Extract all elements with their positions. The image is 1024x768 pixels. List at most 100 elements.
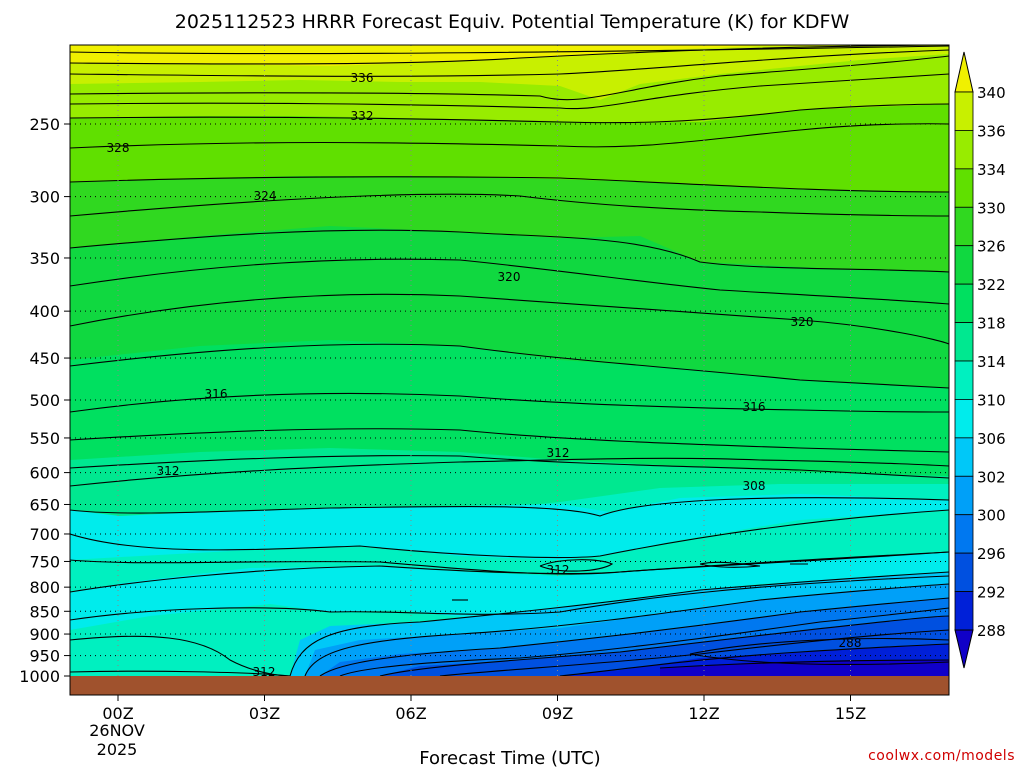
credit-link[interactable]: coolwx.com/models <box>868 748 1015 764</box>
colorbar: 340 336 334 330 326 322 318 314 310 306 302 300 296 2… <box>954 51 1006 669</box>
contour-label: 332 <box>351 109 374 123</box>
fill-layer <box>70 45 949 676</box>
contour-label: 324 <box>254 189 277 203</box>
x-tick-label: 09Z <box>542 704 573 723</box>
y-axis: 250 300 350 400 450 500 550 600 650 700 750 800 850 9… <box>19 115 70 686</box>
contour-line <box>70 497 949 517</box>
contour-line <box>70 45 949 55</box>
colorbar-swatch <box>954 322 974 362</box>
contour-line <box>70 73 949 110</box>
colorbar-swatch <box>954 360 974 400</box>
y-tick-label: 450 <box>29 349 60 368</box>
contour-line <box>339 607 949 676</box>
date-line-1: 26NOV <box>89 721 145 740</box>
contour-line <box>699 561 761 568</box>
y-tick-label: 650 <box>29 495 60 514</box>
contour-line <box>289 571 949 676</box>
colorbar-label: 306 <box>977 430 1006 448</box>
y-tick-label: 900 <box>29 625 60 644</box>
contour-label: 308 <box>743 479 766 493</box>
colorbar-swatch <box>954 206 974 247</box>
x-axis: 00Z 03Z 06Z 09Z 12Z 15Z <box>102 695 866 723</box>
x-axis-label: Forecast Time (UTC) <box>419 748 600 768</box>
y-tick-label: 750 <box>29 552 60 571</box>
colorbar-swatch <box>954 552 974 592</box>
contour-line <box>304 583 949 676</box>
contour-label: 316 <box>743 400 766 414</box>
contour-label: 328 <box>107 141 130 155</box>
y-tick-label: 300 <box>29 188 60 207</box>
contour-line <box>70 455 949 479</box>
contour-labels: 336 332 328 324 320 320 316 316 312 312 312 312 308 2… <box>107 71 862 679</box>
contour-line <box>70 55 949 101</box>
contour-line <box>70 123 949 149</box>
y-tick-label: 500 <box>29 391 60 410</box>
colorbar-label: 318 <box>977 315 1006 333</box>
contour-line <box>659 659 949 669</box>
colorbar-label: 326 <box>977 238 1006 256</box>
x-tick-label: 12Z <box>688 704 719 723</box>
contour-line <box>70 45 949 65</box>
contour-line <box>319 597 949 676</box>
y-tick-label: 850 <box>29 602 60 621</box>
colorbar-top-arrow <box>954 51 974 93</box>
date-line-2: 2025 <box>97 740 138 759</box>
colorbar-label: 322 <box>977 276 1006 294</box>
y-tick-label: 400 <box>29 302 60 321</box>
colorbar-label: 288 <box>977 622 1006 640</box>
grid-lines <box>70 45 949 676</box>
contour-line <box>70 670 291 676</box>
plot-frame <box>69 44 950 696</box>
colorbar-label: 292 <box>977 584 1006 602</box>
colorbar-swatch <box>954 399 974 439</box>
contour-label: 336 <box>351 71 374 85</box>
colorbar-label: 336 <box>977 122 1006 140</box>
contour-label: 320 <box>791 315 814 329</box>
x-tick-label: 00Z <box>102 704 133 723</box>
contour-line <box>70 49 949 77</box>
colorbar-label: 330 <box>977 199 1006 217</box>
colorbar-label: 300 <box>977 507 1006 525</box>
colorbar-swatch <box>954 245 974 285</box>
y-tick-label: 1000 <box>19 667 60 686</box>
contour-line <box>70 392 949 413</box>
chart-title: 2025112523 HRRR Forecast Equiv. Potentia… <box>175 11 850 33</box>
contour-label: 288 <box>839 636 862 650</box>
contour-label: 320 <box>498 270 521 284</box>
x-tick-label: 06Z <box>395 704 426 723</box>
y-tick-label: 950 <box>29 647 60 666</box>
contour-line <box>559 643 949 676</box>
contour-line <box>70 551 949 593</box>
y-tick-label: 350 <box>29 249 60 268</box>
y-tick-label: 250 <box>29 115 60 134</box>
colorbar-swatch <box>954 168 974 208</box>
y-tick-label: 700 <box>29 525 60 544</box>
contour-line <box>70 575 949 621</box>
contour-label: 312 <box>547 446 570 460</box>
contour-line <box>439 629 949 676</box>
y-tick-label: 600 <box>29 464 60 483</box>
contour-line <box>70 258 949 305</box>
colorbar-swatch <box>954 591 974 631</box>
contour-label: 312 <box>253 665 276 679</box>
y-tick-label: 800 <box>29 578 60 597</box>
contour-line <box>70 176 949 193</box>
colorbar-swatch <box>954 514 974 554</box>
y-tick-label: 550 <box>29 429 60 448</box>
colorbar-label: 314 <box>977 353 1006 371</box>
colorbar-swatch <box>954 130 974 170</box>
contour-label: 316 <box>205 387 228 401</box>
contour-line <box>70 509 949 559</box>
x-tick-label: 03Z <box>249 704 280 723</box>
x-tick-label: 15Z <box>835 704 866 723</box>
colorbar-swatch <box>954 283 974 323</box>
contour-lines <box>70 45 949 676</box>
colorbar-swatch <box>954 91 974 131</box>
contour-line <box>70 293 949 345</box>
contour-line <box>379 615 949 676</box>
colorbar-label: 340 <box>977 84 1006 102</box>
colorbar-label: 310 <box>977 391 1006 409</box>
colorbar-label: 296 <box>977 545 1006 563</box>
contour-label: 312 <box>157 464 180 478</box>
